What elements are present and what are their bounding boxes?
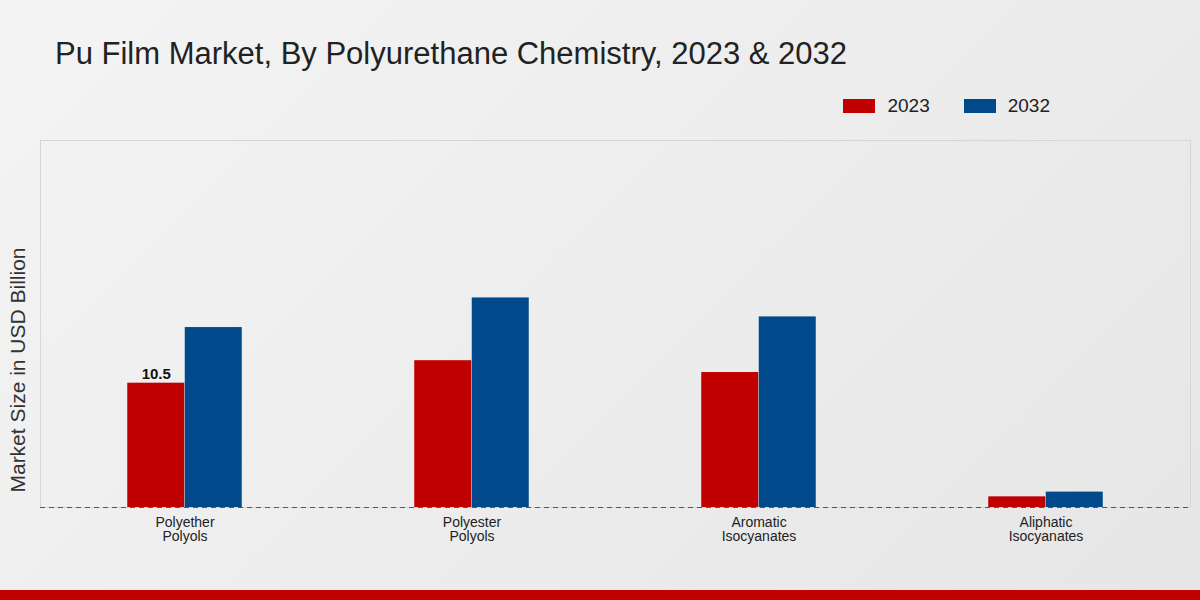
html-text:Pu Film Market, By Polyurethan: Pu Film Market, By Polyurethane Chemistr… [55,36,847,71]
svg-text:AromaticIsocyanates: AromaticIsocyanates [722,514,797,544]
svg-text:PolyesterPolyols: PolyesterPolyols [443,514,502,544]
svg-text:AliphaticIsocyanates: AliphaticIsocyanates [1009,514,1084,544]
html-text:2023: 2023 [887,95,930,116]
svg-text:10.5: 10.5 [142,365,171,382]
html-text:Market Size in USD Billion: Market Size in USD Billion [6,247,29,493]
html-text:2032: 2032 [1007,95,1050,116]
svg-text:PolyetherPolyols: PolyetherPolyols [155,514,214,544]
